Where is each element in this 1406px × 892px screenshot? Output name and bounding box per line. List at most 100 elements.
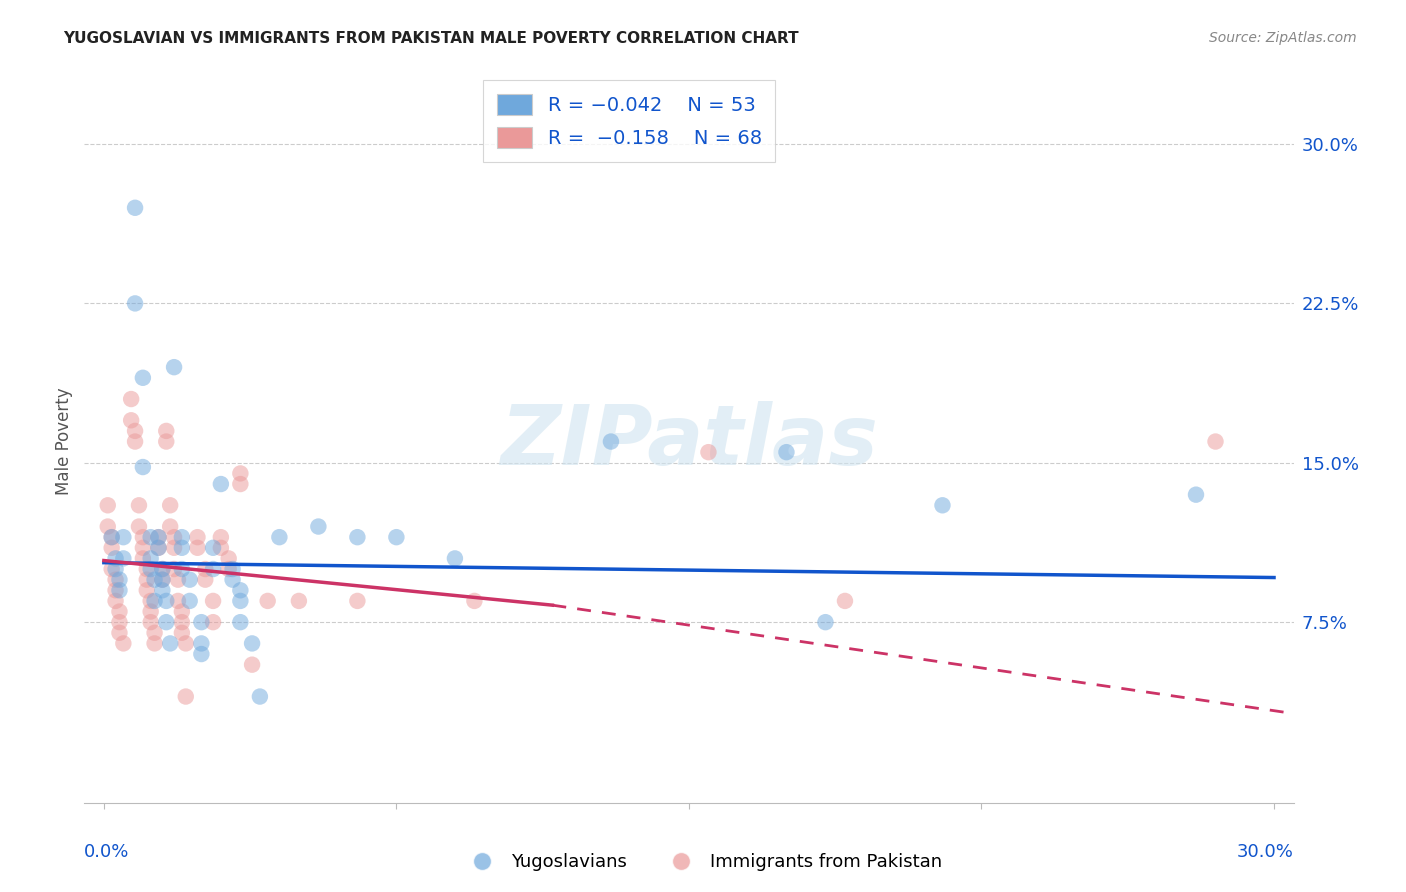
Point bbox=[112, 551, 135, 566]
Point bbox=[97, 498, 120, 512]
Point bbox=[135, 562, 157, 576]
Point bbox=[346, 594, 368, 608]
Point bbox=[100, 530, 122, 544]
Point bbox=[600, 434, 623, 449]
Point bbox=[814, 615, 837, 630]
Point bbox=[104, 594, 127, 608]
Point bbox=[179, 594, 201, 608]
Point bbox=[112, 530, 135, 544]
Point bbox=[148, 530, 170, 544]
Point bbox=[209, 541, 232, 555]
Point bbox=[194, 562, 217, 576]
Point bbox=[124, 296, 146, 310]
Point bbox=[132, 530, 155, 544]
Point bbox=[139, 594, 162, 608]
Point bbox=[202, 562, 225, 576]
Point bbox=[163, 360, 186, 375]
Point bbox=[186, 530, 208, 544]
Point bbox=[150, 562, 173, 576]
Point bbox=[346, 530, 368, 544]
Point bbox=[155, 594, 177, 608]
Point bbox=[155, 434, 177, 449]
Point bbox=[202, 615, 225, 630]
Y-axis label: Male Poverty: Male Poverty bbox=[55, 388, 73, 495]
Legend: Yugoslavians, Immigrants from Pakistan: Yugoslavians, Immigrants from Pakistan bbox=[457, 847, 949, 879]
Point bbox=[108, 583, 131, 598]
Point bbox=[775, 445, 797, 459]
Point bbox=[148, 541, 170, 555]
Point bbox=[104, 562, 127, 576]
Point bbox=[159, 636, 181, 650]
Point bbox=[307, 519, 329, 533]
Point bbox=[174, 636, 197, 650]
Point bbox=[186, 541, 208, 555]
Point bbox=[150, 562, 173, 576]
Point bbox=[148, 530, 170, 544]
Point bbox=[132, 551, 155, 566]
Point bbox=[128, 519, 150, 533]
Point bbox=[229, 615, 252, 630]
Point bbox=[150, 583, 173, 598]
Point bbox=[108, 625, 131, 640]
Point bbox=[108, 573, 131, 587]
Point bbox=[132, 460, 155, 475]
Point bbox=[221, 573, 243, 587]
Point bbox=[167, 594, 190, 608]
Point bbox=[170, 562, 193, 576]
Text: YUGOSLAVIAN VS IMMIGRANTS FROM PAKISTAN MALE POVERTY CORRELATION CHART: YUGOSLAVIAN VS IMMIGRANTS FROM PAKISTAN … bbox=[63, 31, 799, 46]
Point bbox=[120, 392, 142, 406]
Point bbox=[240, 657, 263, 672]
Point bbox=[385, 530, 408, 544]
Point bbox=[155, 424, 177, 438]
Point bbox=[100, 541, 122, 555]
Point bbox=[249, 690, 271, 704]
Point bbox=[170, 615, 193, 630]
Legend: R = −0.042    N = 53, R =  −0.158    N = 68: R = −0.042 N = 53, R = −0.158 N = 68 bbox=[484, 80, 775, 161]
Point bbox=[931, 498, 953, 512]
Point bbox=[190, 636, 212, 650]
Point bbox=[143, 573, 166, 587]
Point bbox=[209, 530, 232, 544]
Point bbox=[139, 615, 162, 630]
Point bbox=[834, 594, 856, 608]
Point bbox=[112, 636, 135, 650]
Point bbox=[1205, 434, 1227, 449]
Point bbox=[97, 519, 120, 533]
Point bbox=[221, 562, 243, 576]
Point bbox=[139, 605, 162, 619]
Point bbox=[202, 594, 225, 608]
Point bbox=[179, 573, 201, 587]
Point bbox=[218, 551, 240, 566]
Point bbox=[170, 625, 193, 640]
Text: 30.0%: 30.0% bbox=[1237, 843, 1294, 861]
Point bbox=[170, 530, 193, 544]
Text: ZIPatlas: ZIPatlas bbox=[501, 401, 877, 482]
Point bbox=[100, 530, 122, 544]
Point bbox=[124, 434, 146, 449]
Point bbox=[155, 615, 177, 630]
Point bbox=[128, 498, 150, 512]
Point bbox=[132, 541, 155, 555]
Point bbox=[124, 201, 146, 215]
Text: 0.0%: 0.0% bbox=[84, 843, 129, 861]
Point bbox=[229, 583, 252, 598]
Point bbox=[167, 573, 190, 587]
Point bbox=[108, 615, 131, 630]
Point bbox=[229, 477, 252, 491]
Point bbox=[256, 594, 278, 608]
Point bbox=[104, 551, 127, 566]
Point bbox=[124, 424, 146, 438]
Point bbox=[444, 551, 467, 566]
Point bbox=[163, 541, 186, 555]
Point bbox=[139, 551, 162, 566]
Point bbox=[120, 413, 142, 427]
Text: Source: ZipAtlas.com: Source: ZipAtlas.com bbox=[1209, 31, 1357, 45]
Point bbox=[163, 530, 186, 544]
Point bbox=[143, 594, 166, 608]
Point bbox=[108, 605, 131, 619]
Point bbox=[190, 647, 212, 661]
Point bbox=[190, 615, 212, 630]
Point bbox=[463, 594, 485, 608]
Point bbox=[1185, 488, 1208, 502]
Point bbox=[202, 541, 225, 555]
